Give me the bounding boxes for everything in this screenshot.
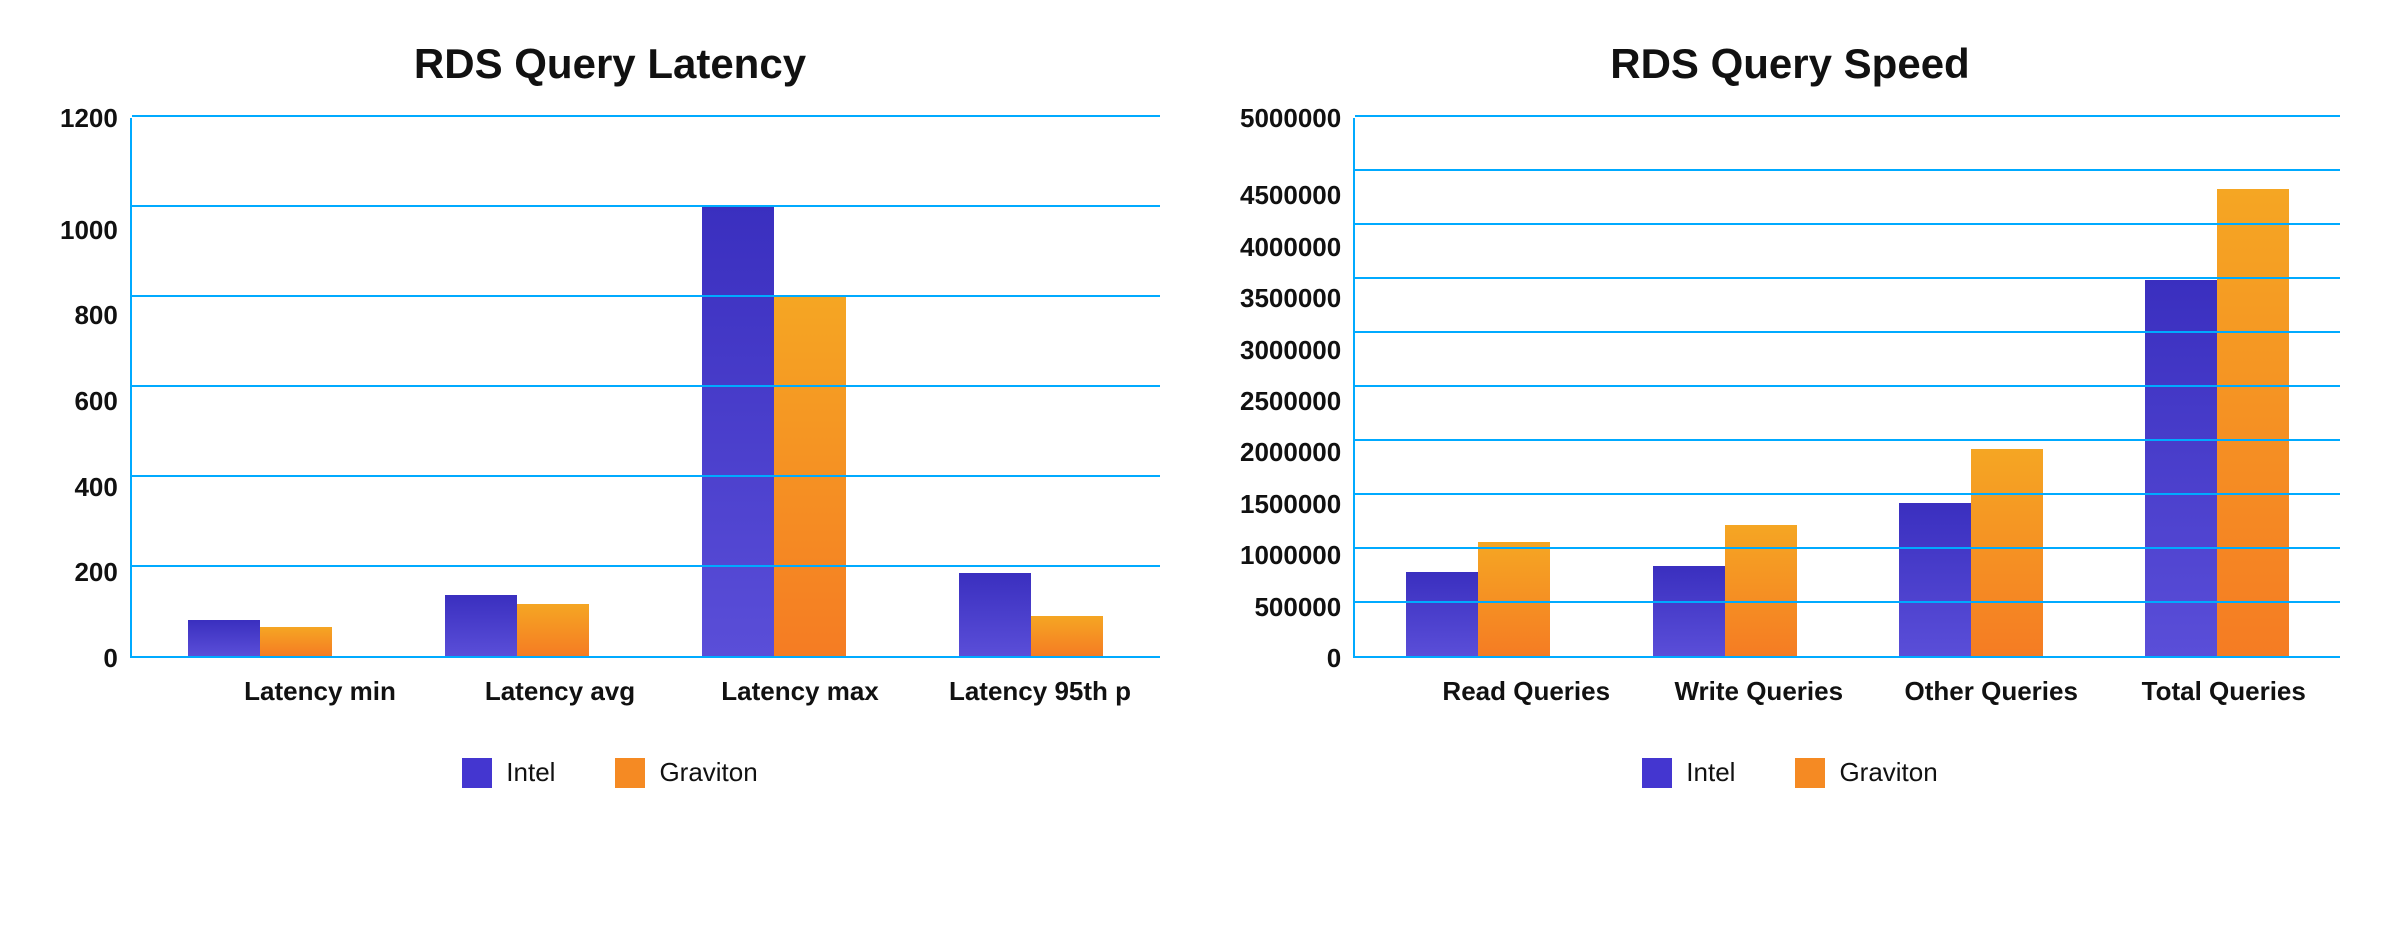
gridline <box>132 205 1160 207</box>
gridline <box>132 475 1160 477</box>
bar-graviton <box>1971 449 2043 656</box>
latency-plot-area <box>130 118 1160 658</box>
bar-graviton <box>1031 616 1103 657</box>
latency-x-axis: Latency min Latency avg Latency max Latency… <box>60 676 1160 707</box>
y-tick: 2500000 <box>1240 388 1341 414</box>
bar-graviton <box>1725 525 1797 656</box>
bar-graviton <box>1478 542 1550 656</box>
latency-bars-row <box>132 118 1160 656</box>
legend-label-intel: Intel <box>506 757 555 788</box>
y-tick: 400 <box>74 474 117 500</box>
x-label: Other Queries <box>1889 676 2094 707</box>
gridline <box>132 115 1160 117</box>
gridline <box>132 565 1160 567</box>
x-label: Latency min <box>214 676 425 707</box>
y-tick: 1000 <box>60 217 118 243</box>
x-label: Latency avg <box>454 676 665 707</box>
y-tick: 3500000 <box>1240 285 1341 311</box>
y-tick: 2000000 <box>1240 439 1341 465</box>
speed-chart-title: RDS Query Speed <box>1610 40 1969 88</box>
speed-plot-area <box>1353 118 2340 658</box>
speed-x-axis: Read Queries Write Queries Other Queries To… <box>1240 676 2340 707</box>
bar-group <box>2109 189 2326 656</box>
y-tick: 800 <box>74 302 117 328</box>
gridline <box>1355 385 2340 387</box>
speed-chart-panel: RDS Query Speed 500000045000004000000350… <box>1240 40 2340 788</box>
bar-intel <box>959 573 1031 656</box>
bar-intel <box>188 620 260 656</box>
latency-chart-panel: RDS Query Latency 120010008006004002000 … <box>60 40 1160 788</box>
y-tick: 4500000 <box>1240 182 1341 208</box>
y-tick: 500000 <box>1254 594 1341 620</box>
gridline <box>1355 493 2340 495</box>
latency-y-axis: 120010008006004002000 <box>60 118 130 658</box>
bar-group <box>147 620 373 656</box>
gridline <box>1355 331 2340 333</box>
legend-label-intel: Intel <box>1686 757 1735 788</box>
legend-item-graviton: Graviton <box>615 757 757 788</box>
y-tick: 200 <box>74 559 117 585</box>
y-tick: 0 <box>1327 645 1341 671</box>
legend-label-graviton: Graviton <box>1839 757 1937 788</box>
gridline <box>1355 169 2340 171</box>
speed-legend: Intel Graviton <box>1642 757 1937 788</box>
graviton-swatch <box>1795 758 1825 788</box>
bar-intel <box>445 595 517 656</box>
bar-graviton <box>2217 189 2289 656</box>
bar-group <box>661 206 887 656</box>
latency-plot-wrapper: 120010008006004002000 <box>60 118 1160 658</box>
intel-swatch <box>1642 758 1672 788</box>
bar-graviton <box>260 627 332 656</box>
x-label: Write Queries <box>1656 676 1861 707</box>
speed-y-axis: 5000000450000040000003500000300000025000… <box>1240 118 1353 658</box>
bar-intel <box>702 206 774 656</box>
gridline <box>1355 601 2340 603</box>
intel-swatch <box>462 758 492 788</box>
legend-item-intel: Intel <box>462 757 555 788</box>
legend-item-intel: Intel <box>1642 757 1735 788</box>
latency-legend: Intel Graviton <box>462 757 757 788</box>
y-tick: 0 <box>103 645 117 671</box>
gridline <box>132 385 1160 387</box>
x-label: Total Queries <box>2121 676 2326 707</box>
y-tick: 4000000 <box>1240 234 1341 260</box>
bar-group <box>1370 542 1587 656</box>
legend-label-graviton: Graviton <box>659 757 757 788</box>
graviton-swatch <box>615 758 645 788</box>
y-tick: 600 <box>74 388 117 414</box>
gridline <box>132 295 1160 297</box>
gridline <box>1355 223 2340 225</box>
y-tick: 1200 <box>60 105 118 131</box>
bar-graviton <box>517 604 589 656</box>
gridline <box>1355 439 2340 441</box>
legend-item-graviton: Graviton <box>1795 757 1937 788</box>
gridline <box>1355 277 2340 279</box>
speed-bars-row <box>1355 118 2340 656</box>
x-label: Latency 95th p <box>934 676 1145 707</box>
x-label: Latency max <box>694 676 905 707</box>
bar-intel <box>1653 566 1725 656</box>
y-tick: 3000000 <box>1240 337 1341 363</box>
bar-group <box>1862 449 2079 656</box>
latency-chart-title: RDS Query Latency <box>414 40 806 88</box>
y-tick: 1500000 <box>1240 491 1341 517</box>
bar-group <box>404 595 630 656</box>
speed-plot-wrapper: 5000000450000040000003500000300000025000… <box>1240 118 2340 658</box>
bar-group <box>1616 525 1833 656</box>
y-tick: 1000000 <box>1240 542 1341 568</box>
bar-intel <box>2145 280 2217 656</box>
bar-group <box>918 573 1144 656</box>
gridline <box>1355 547 2340 549</box>
bar-intel <box>1899 503 1971 656</box>
bar-intel <box>1406 572 1478 656</box>
x-label: Read Queries <box>1424 676 1629 707</box>
gridline <box>1355 115 2340 117</box>
y-tick: 5000000 <box>1240 105 1341 131</box>
